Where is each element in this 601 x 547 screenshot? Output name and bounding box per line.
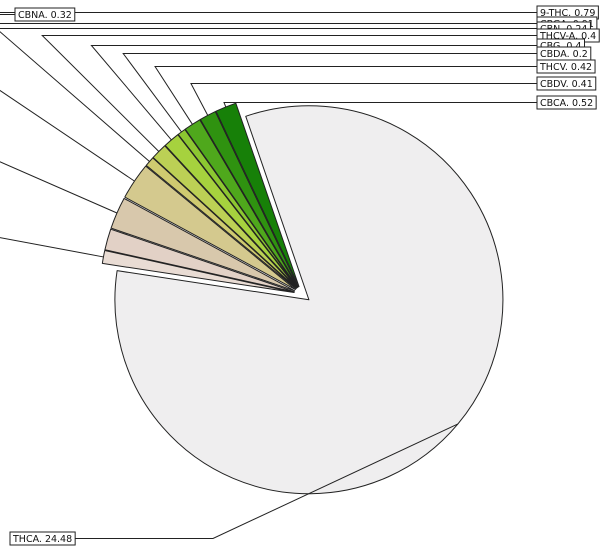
- leader-line-cbdv: [190, 83, 537, 116]
- leader-line-thcv-a: [41, 35, 537, 152]
- slice-label-thca: THCA. 24.48: [12, 534, 72, 545]
- slice-label-box-cbca-2: [536, 95, 597, 110]
- slice-label-cbca-2: CBCA. 0.52: [540, 98, 593, 109]
- slice-label-box-thca: [9, 531, 76, 546]
- slice-label-cbda: CBDA. 0.2: [540, 49, 588, 60]
- leader-line-cbg: [90, 45, 537, 141]
- label-leaders: [0, 12, 537, 539]
- slice-label-box-cbna: [14, 7, 76, 22]
- pie-slice-cbna: [101, 249, 295, 294]
- leader-line-cbna: [0, 14, 104, 258]
- slice-label-cbna: CBNA. 0.32: [18, 10, 72, 21]
- pie-slice-cbg: [164, 134, 298, 289]
- leader-line-thcv: [154, 66, 537, 125]
- leader-line-cbga: [0, 23, 537, 182]
- pie-slices: [101, 102, 504, 495]
- leader-line-9-thc: [0, 12, 537, 214]
- slice-label-cbdv: CBDV. 0.41: [540, 79, 593, 90]
- pie-slice-cbga: [124, 165, 296, 291]
- leader-line-cbca-2: [223, 102, 537, 108]
- slice-label-box-thcv: [536, 59, 596, 74]
- slice-label-thcv-a: THCV-A. 0.4: [539, 31, 596, 42]
- slice-label-9-thc: 9-THC. 0.79: [540, 8, 595, 19]
- leader-line-cbda: [122, 53, 537, 133]
- leader-line-thca: [75, 423, 459, 539]
- slice-label-box-cbdv: [536, 76, 597, 91]
- slice-label-thcv: THCV. 0.42: [539, 62, 592, 73]
- pie-slice-cbca: [104, 228, 295, 293]
- leader-line-cbn: [0, 28, 537, 162]
